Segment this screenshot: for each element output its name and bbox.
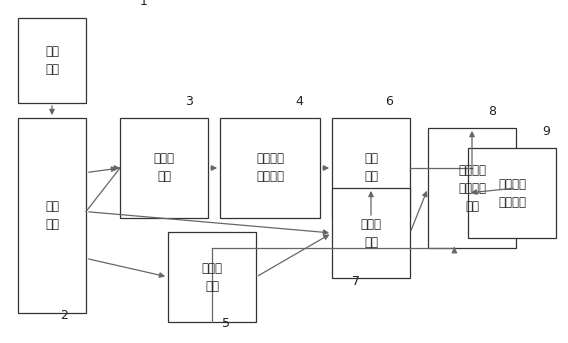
Bar: [18, 118, 86, 313]
Text: 5: 5: [222, 317, 230, 330]
Text: 3: 3: [185, 95, 193, 108]
Text: 存储
模块: 存储 模块: [45, 45, 59, 76]
Text: 1: 1: [140, 0, 148, 8]
Bar: [428, 128, 516, 248]
Bar: [220, 118, 320, 218]
Text: 筛选
模块: 筛选 模块: [364, 153, 378, 184]
Text: 8: 8: [488, 105, 496, 118]
Text: 信道传输
函数生成
模块: 信道传输 函数生成 模块: [458, 164, 486, 213]
Text: 大尺度
模块: 大尺度 模块: [153, 153, 174, 184]
Bar: [120, 118, 208, 218]
Text: 2: 2: [60, 309, 68, 322]
Text: 信道容量
处理模块: 信道容量 处理模块: [498, 177, 526, 209]
Text: 读取
模块: 读取 模块: [45, 200, 59, 231]
Text: 小尺度
模块: 小尺度 模块: [361, 217, 382, 248]
Text: 多径信道
处理模块: 多径信道 处理模块: [256, 153, 284, 184]
Text: 9: 9: [542, 125, 550, 138]
Text: 4: 4: [295, 95, 303, 108]
Text: 多普勒
模块: 多普勒 模块: [202, 261, 223, 293]
Bar: [332, 118, 410, 218]
Bar: [468, 148, 556, 238]
Text: 7: 7: [352, 275, 360, 288]
Text: 6: 6: [385, 95, 393, 108]
Bar: [168, 232, 256, 322]
Bar: [332, 188, 410, 278]
Bar: [18, 18, 86, 103]
